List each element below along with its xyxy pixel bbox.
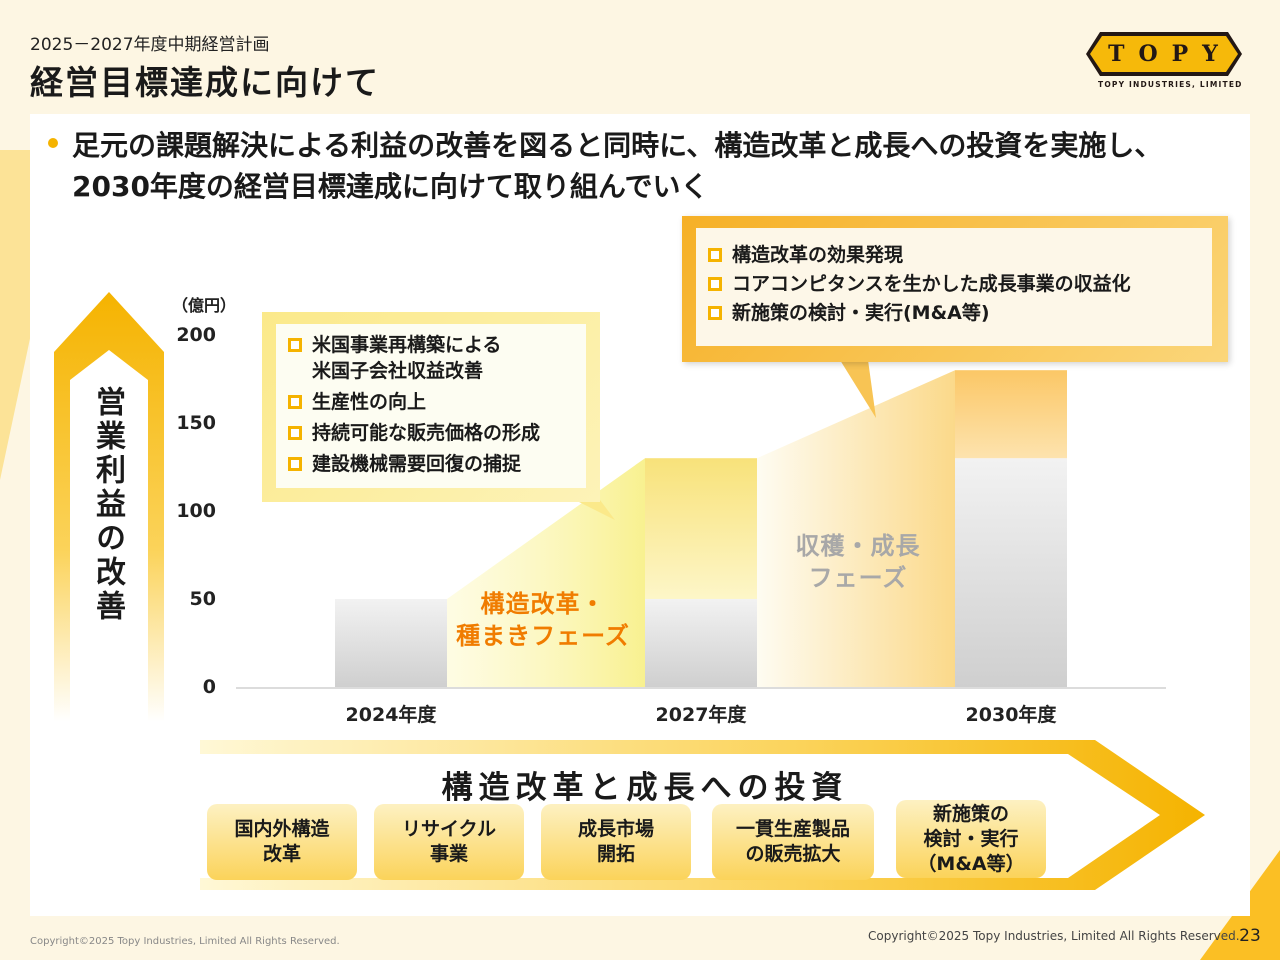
x-tick-2027: 2027年度: [655, 704, 747, 726]
y-tick-0: 0: [202, 676, 216, 698]
callout-box-near-term-inner: 米国事業再構築による 米国子会社収益改善 生産性の向上 持続可能な販売価格の形成…: [276, 324, 586, 488]
y-axis-unit: （億円）: [172, 296, 237, 315]
callout-item-text: 米国事業再構築による 米国子会社収益改善: [312, 334, 502, 382]
x-tick-2024: 2024年度: [345, 704, 437, 726]
phase-label-restructuring-text: 構造改革・ 種まきフェーズ: [456, 590, 630, 650]
callout-box-growth-inner: 構造改革の効果発現 コアコンピタンスを生かした成長事業の収益化 新施策の検討・実…: [696, 228, 1212, 346]
slide-subtitle: 2025－2027年度中期経営計画: [30, 35, 270, 55]
copyright-right: Copyright©2025 Topy Industries, Limited …: [868, 929, 1240, 943]
topy-logo: TOPY TOPY INDUSTRIES, LIMITED: [1086, 32, 1242, 90]
callout-box-growth: 構造改革の効果発現 コアコンピタンスを生かした成長事業の収益化 新施策の検討・実…: [682, 216, 1228, 362]
callout-item: 生産性の向上: [288, 389, 586, 415]
callout-item-text: 構造改革の効果発現: [732, 244, 904, 266]
logo-mark: TOPY: [1090, 36, 1238, 72]
callout-item-text: 生産性の向上: [312, 391, 427, 413]
y-tick-50: 50: [189, 588, 216, 610]
callout-item: 新施策の検討・実行(M&A等): [708, 300, 1212, 326]
callout-item: 米国事業再構築による 米国子会社収益改善: [288, 332, 586, 384]
slide-title: 経営目標達成に向けて: [30, 63, 380, 102]
investment-card: リサイクル 事業: [374, 804, 524, 880]
copyright-left: Copyright©2025 Topy Industries, Limited …: [30, 936, 340, 947]
y-tick-100: 100: [176, 500, 216, 522]
operating-profit-label: 営業利益の改善: [90, 386, 125, 624]
page-number: 23: [1239, 926, 1261, 946]
checkbox-square-icon: [288, 338, 302, 352]
callout-item: 建設機械需要回復の捕捉: [288, 451, 586, 477]
checkbox-square-icon: [708, 306, 722, 320]
checkbox-square-icon: [708, 248, 722, 262]
callout-item-text: コアコンピタンスを生かした成長事業の収益化: [732, 273, 1131, 295]
checkbox-square-icon: [288, 395, 302, 409]
callout-item: 持続可能な販売価格の形成: [288, 420, 586, 446]
y-tick-150: 150: [176, 412, 216, 434]
upward-arrow: [54, 292, 164, 722]
checkbox-square-icon: [288, 457, 302, 471]
callout-item-text: 持続可能な販売価格の形成: [312, 422, 541, 444]
investment-title: 構造改革と成長への投資: [441, 770, 849, 806]
logo-company-name: TOPY INDUSTRIES, LIMITED: [1098, 80, 1243, 89]
callout-box-near-term: 米国事業再構築による 米国子会社収益改善 生産性の向上 持続可能な販売価格の形成…: [262, 312, 600, 502]
phase-label-harvest-text: 収穫・成長 フェーズ: [795, 532, 921, 592]
investment-card: 成長市場 開拓: [541, 804, 691, 880]
x-tick-2030: 2030年度: [965, 704, 1057, 726]
checkbox-square-icon: [708, 277, 722, 291]
callout-item-text: 建設機械需要回復の捕捉: [312, 453, 522, 475]
phase-label-harvest: 収穫・成長 フェーズ: [768, 530, 948, 594]
checkbox-square-icon: [288, 426, 302, 440]
lead-statement: 足元の課題解決による利益の改善を図ると同時に、構造改革と成長への投資を実施し、2…: [72, 129, 1163, 203]
upward-arrow-inner: [70, 350, 148, 722]
y-tick-200: 200: [176, 324, 216, 346]
investment-card: 一貫生産製品 の販売拡大: [712, 804, 874, 880]
investment-card: 国内外構造 改革: [207, 804, 357, 880]
x-axis-line: [236, 687, 1166, 689]
callout-item: 構造改革の効果発現: [708, 242, 1212, 268]
phase-label-restructuring: 構造改革・ 種まきフェーズ: [428, 588, 658, 652]
bullet-icon: [48, 138, 58, 148]
investment-card: 新施策の 検討・実行 （M&A等）: [896, 800, 1046, 878]
callout-item: コアコンピタンスを生かした成長事業の収益化: [708, 271, 1212, 297]
callout-item-text: 新施策の検討・実行(M&A等): [732, 302, 990, 324]
